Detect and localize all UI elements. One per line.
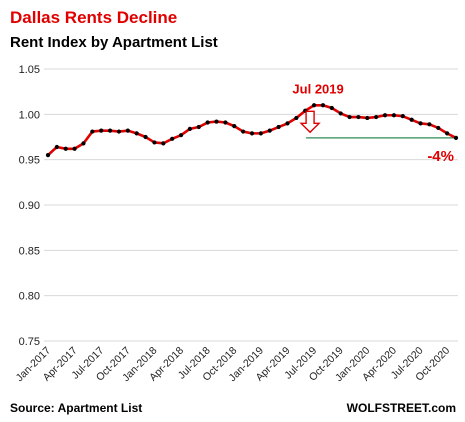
data-point (453, 135, 459, 141)
data-point (338, 111, 343, 116)
data-point (72, 146, 77, 151)
data-point (143, 134, 148, 140)
series (45, 103, 459, 158)
data-point (107, 128, 113, 133)
data-point (63, 146, 68, 151)
data-point (232, 124, 237, 129)
data-point (116, 129, 122, 134)
data-point (285, 121, 290, 126)
data-point (267, 128, 272, 133)
data-point (356, 114, 361, 120)
data-point (90, 129, 95, 134)
data-point (436, 125, 441, 131)
data-point (374, 114, 379, 120)
data-point (249, 131, 255, 136)
data-point (196, 124, 201, 130)
data-point (170, 136, 175, 141)
data-point (382, 113, 388, 118)
data-point (365, 115, 370, 121)
down-arrow-icon (299, 110, 321, 134)
data-point (205, 120, 210, 125)
data-point (409, 117, 414, 122)
data-point (445, 131, 450, 136)
data-point (152, 140, 157, 145)
data-point (258, 131, 263, 136)
data-point (54, 144, 59, 150)
data-point (418, 121, 423, 126)
annotations: Jul 2019 -4% (292, 81, 454, 165)
x-axis: Jan-2017Apr-2017Jul-2017Oct-2017Jan-2018… (14, 345, 453, 385)
data-point (45, 153, 51, 158)
data-point (81, 141, 86, 146)
data-point (329, 105, 334, 111)
data-point (320, 103, 326, 108)
data-point (125, 128, 130, 133)
data-point (223, 120, 228, 125)
data-point (400, 114, 405, 119)
y-tick-label: 1.05 (19, 64, 40, 76)
y-tick-label: 0.90 (19, 200, 40, 212)
y-tick-label: 0.85 (19, 245, 40, 257)
chart-subtitle: Rent Index by Apartment List (10, 34, 218, 51)
y-tick-label: 0.75 (19, 336, 40, 348)
data-point (347, 114, 352, 120)
data-point (214, 119, 219, 124)
data-point (427, 122, 432, 127)
data-point (294, 115, 299, 121)
y-tick-label: 0.95 (19, 155, 40, 167)
y-tick-label: 0.80 (19, 291, 40, 303)
data-point (241, 129, 246, 134)
change-label: -4% (427, 148, 454, 165)
data-point (187, 126, 193, 131)
y-axis: 0.75 0.80 0.85 0.90 0.95 1.00 1.05 (19, 64, 40, 348)
peak-label: Jul 2019 (292, 81, 343, 96)
chart-title: Dallas Rents Decline (10, 8, 177, 27)
source-note: Source: Apartment List (10, 401, 142, 415)
data-point (134, 131, 139, 136)
gridlines (44, 68, 458, 342)
data-point (276, 124, 281, 130)
brand-label: WOLFSTREET.com (347, 401, 456, 415)
y-tick-label: 1.00 (19, 109, 40, 121)
data-point (391, 113, 397, 118)
data-point (178, 133, 184, 138)
data-point (311, 103, 317, 108)
data-point (161, 141, 166, 146)
data-point (99, 128, 104, 133)
